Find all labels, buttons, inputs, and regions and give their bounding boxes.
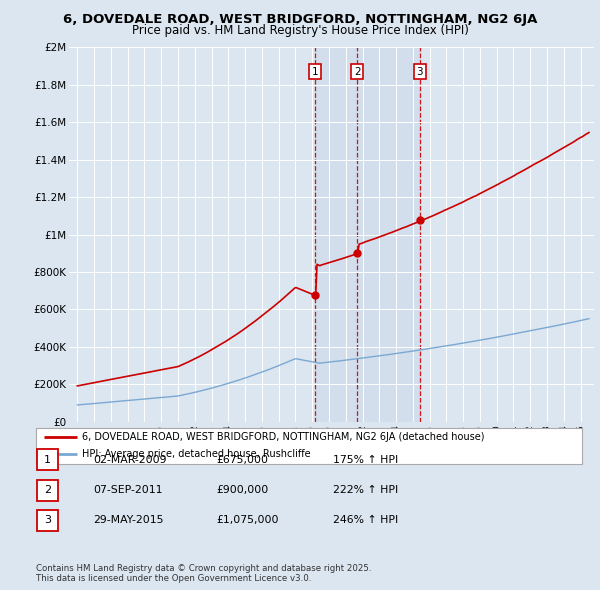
Text: 6, DOVEDALE ROAD, WEST BRIDGFORD, NOTTINGHAM, NG2 6JA (detached house): 6, DOVEDALE ROAD, WEST BRIDGFORD, NOTTIN… [82, 432, 485, 442]
Text: 29-MAY-2015: 29-MAY-2015 [93, 516, 163, 525]
Text: Contains HM Land Registry data © Crown copyright and database right 2025.
This d: Contains HM Land Registry data © Crown c… [36, 563, 371, 583]
Bar [315, 47, 420, 422]
Text: 175% ↑ HPI: 175% ↑ HPI [333, 455, 398, 464]
FancyBboxPatch shape [37, 449, 58, 470]
Text: £1,075,000: £1,075,000 [216, 516, 278, 525]
Text: 2: 2 [354, 67, 361, 77]
Text: Price paid vs. HM Land Registry's House Price Index (HPI): Price paid vs. HM Land Registry's House … [131, 24, 469, 37]
Text: 07-SEP-2011: 07-SEP-2011 [93, 486, 163, 495]
FancyBboxPatch shape [36, 428, 582, 464]
Text: 3: 3 [44, 516, 51, 525]
Text: 3: 3 [416, 67, 423, 77]
Text: £675,000: £675,000 [216, 455, 268, 464]
FancyBboxPatch shape [37, 480, 58, 501]
Text: 2: 2 [44, 486, 51, 495]
Text: £900,000: £900,000 [216, 486, 268, 495]
Text: 1: 1 [311, 67, 319, 77]
Text: 1: 1 [44, 455, 51, 464]
Text: 02-MAR-2009: 02-MAR-2009 [93, 455, 167, 464]
Text: 222% ↑ HPI: 222% ↑ HPI [333, 486, 398, 495]
FancyBboxPatch shape [37, 510, 58, 531]
Text: HPI: Average price, detached house, Rushcliffe: HPI: Average price, detached house, Rush… [82, 449, 311, 459]
Text: 246% ↑ HPI: 246% ↑ HPI [333, 516, 398, 525]
Text: 6, DOVEDALE ROAD, WEST BRIDGFORD, NOTTINGHAM, NG2 6JA: 6, DOVEDALE ROAD, WEST BRIDGFORD, NOTTIN… [63, 13, 537, 26]
